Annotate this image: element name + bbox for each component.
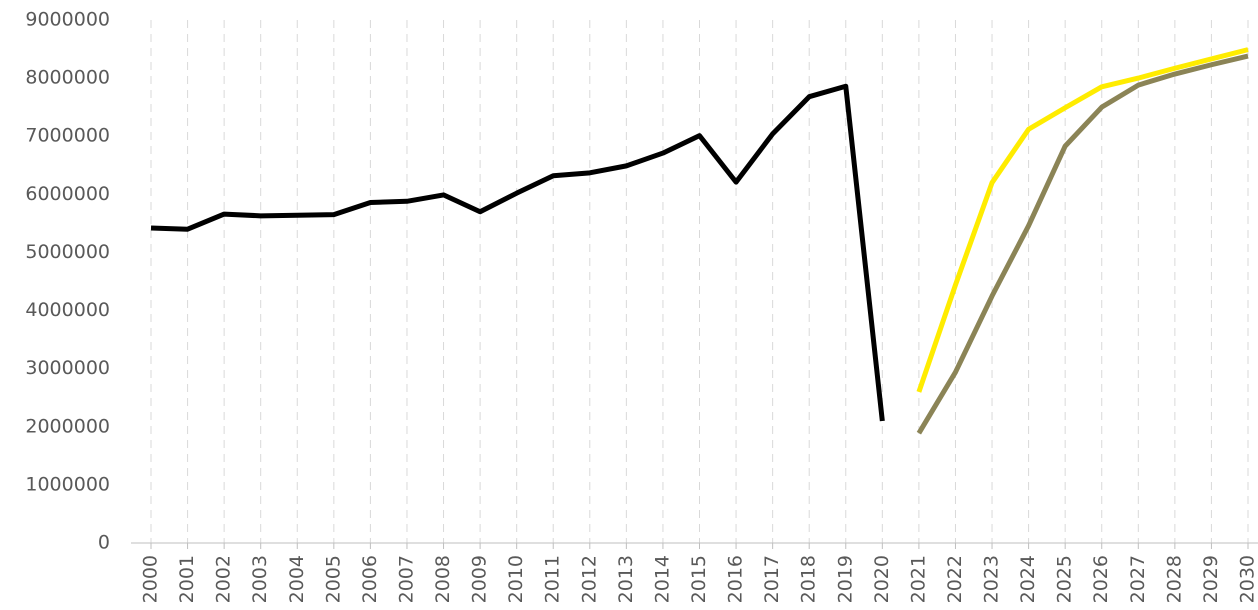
x-tick-label: 2007: [395, 555, 417, 603]
x-tick-label: 2029: [1200, 555, 1222, 603]
x-tick-label: 2021: [907, 555, 929, 603]
x-tick-label: 2018: [798, 555, 820, 603]
x-tick-label: 2025: [1054, 555, 1076, 603]
y-tick-label: 3000000: [25, 357, 110, 379]
y-tick-label: 1000000: [25, 473, 110, 495]
x-tick-label: 2009: [469, 555, 491, 603]
y-tick-label: 8000000: [25, 67, 110, 89]
x-tick-label: 2026: [1090, 555, 1112, 603]
x-tick-label: 2006: [359, 555, 381, 603]
x-tick-label: 2013: [615, 555, 637, 603]
line-series: [150, 83, 885, 422]
y-tick-label: 6000000: [25, 183, 110, 205]
y-tick-label: 7000000: [25, 125, 110, 147]
x-tick-label: 2004: [286, 555, 308, 603]
x-tick-label: 2000: [140, 555, 162, 603]
x-tick-label: 2023: [981, 555, 1003, 603]
x-tick-label: 2003: [249, 555, 271, 603]
line-series: [916, 53, 1249, 435]
x-tick-label: 2002: [213, 555, 235, 603]
y-tick-label: 4000000: [25, 299, 110, 321]
line-series: [916, 47, 1249, 393]
x-tick-label: 2011: [542, 555, 564, 603]
x-tick-label: 2030: [1237, 555, 1258, 603]
x-tick-label: 2016: [725, 555, 747, 603]
y-tick-label: 5000000: [25, 241, 110, 263]
x-tick-label: 2027: [1127, 555, 1149, 603]
y-tick-label: 2000000: [25, 415, 110, 437]
x-tick-label: 2014: [651, 555, 673, 603]
x-tick-label: 2015: [688, 555, 710, 603]
x-tick-label: 2012: [578, 555, 600, 603]
x-tick-label: 2020: [871, 555, 893, 603]
x-tick-label: 2001: [176, 555, 198, 603]
x-tick-label: 2010: [505, 555, 527, 603]
x-tick-label: 2022: [944, 555, 966, 603]
x-tick-label: 2019: [834, 555, 856, 603]
y-tick-label: 0: [98, 532, 110, 554]
x-tick-label: 2017: [761, 555, 783, 603]
x-tick-label: 2008: [432, 555, 454, 603]
x-tick-label: 2028: [1163, 555, 1185, 603]
x-tick-label: 2024: [1017, 555, 1039, 603]
y-tick-label: 9000000: [25, 9, 110, 31]
x-tick-label: 2005: [322, 555, 344, 603]
